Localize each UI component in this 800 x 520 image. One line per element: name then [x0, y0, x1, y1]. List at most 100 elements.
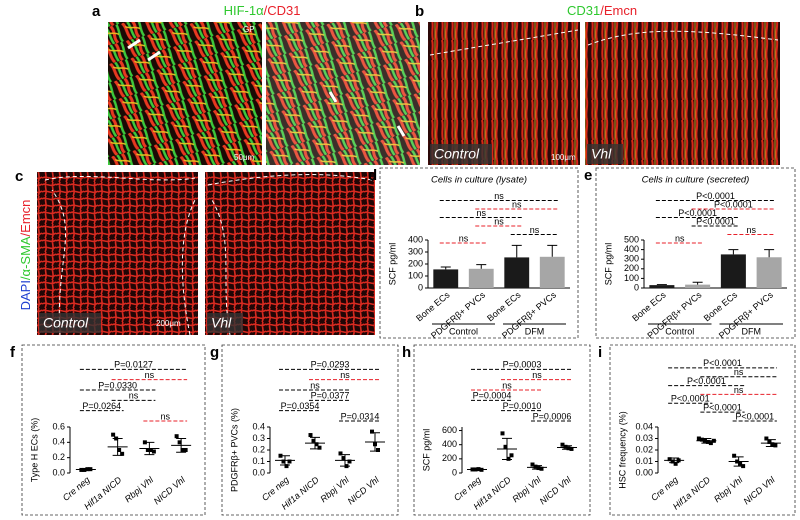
y-tick-label: 200 [442, 453, 457, 463]
comparison-label: ns [512, 199, 522, 209]
error-bar [476, 264, 487, 269]
growth-plate-line [429, 29, 779, 56]
bar [649, 285, 675, 288]
y-tick-label: 0.04 [635, 421, 653, 431]
comparison-label: P<0.0001 [671, 394, 710, 404]
data-point [311, 438, 316, 443]
comparison-label: P=0.0006 [533, 411, 572, 421]
sd-bar [144, 441, 155, 456]
title-part: /CD31 [264, 3, 301, 18]
data-point [770, 442, 775, 447]
sd-bar [176, 438, 187, 453]
error-bar [692, 281, 703, 285]
comparison-label: ns [145, 370, 155, 380]
comparison-label: ns [675, 233, 685, 243]
error-bar [511, 244, 522, 258]
comparison-label: ns [494, 216, 504, 226]
data-point [560, 442, 565, 447]
data-point [341, 456, 346, 461]
image-label: Control [43, 315, 89, 331]
comparison-label: P<0.0001 [703, 358, 742, 368]
y-tick-label: 0.0 [252, 467, 265, 477]
comparison-label: P=0.0377 [311, 391, 350, 401]
data-point [370, 429, 374, 434]
image-label: GP [243, 25, 255, 34]
y-tick-label: 200 [408, 258, 423, 268]
x-tick-label: NICD Vhl [152, 474, 188, 506]
y-tick-label: 0.6 [52, 421, 65, 431]
y-tick-label: 0.1 [252, 456, 265, 466]
comparison-label: P=0.0004 [473, 391, 512, 401]
comparison-label: P<0.0001 [703, 403, 742, 413]
data-point [536, 466, 541, 471]
data-point [308, 433, 313, 438]
panel-box [595, 167, 796, 339]
y-axis-label: SCF pg/ml [387, 243, 397, 286]
data-point [145, 448, 150, 452]
sd-bar [340, 454, 350, 467]
y-tick-label: 100 [624, 273, 639, 283]
comparison-label: P<0.0001 [735, 411, 774, 421]
y-tick-label: 400 [442, 439, 457, 449]
bar [539, 256, 565, 288]
label-bg [39, 313, 101, 333]
x-tick-label: NICD Vhl [742, 474, 778, 506]
sd-bar [733, 456, 744, 467]
bar [504, 257, 530, 288]
comparison-label: ns [310, 380, 320, 390]
panel-letter: c [15, 168, 23, 185]
error-bar [440, 266, 451, 270]
group-label: Control [449, 326, 478, 336]
data-point [338, 451, 343, 456]
comparison-label: P<0.0001 [678, 208, 717, 218]
data-point [699, 437, 704, 442]
y-tick-label: 0.4 [52, 437, 65, 447]
bar [720, 254, 746, 288]
error-bar [764, 249, 775, 258]
data-point [500, 431, 505, 436]
data-point [563, 444, 568, 449]
y-tick-label: 0.02 [635, 444, 653, 454]
comparison-label: ns [734, 385, 744, 395]
y-tick-label: 0.0 [52, 467, 65, 477]
sd-bar [562, 445, 572, 450]
panel-letter: d [368, 167, 377, 184]
sd-bar [370, 432, 380, 452]
x-tick-label: NICD Vhl [346, 474, 382, 506]
y-axis-label: SCF pg/ml [421, 429, 431, 472]
label-bg [430, 144, 492, 164]
panel-title: CD31/Emcn [567, 3, 637, 18]
micrograph [37, 172, 198, 335]
panel-box [379, 167, 579, 339]
image-label: Vhl [591, 146, 612, 162]
bar [433, 269, 459, 288]
bar [756, 257, 782, 288]
sd-bar [472, 468, 482, 471]
sd-bar [502, 437, 512, 461]
group-label: DFM [742, 326, 762, 336]
comparison-label: P<0.0001 [696, 216, 735, 226]
y-axis-label: SCF pg/ml [603, 243, 613, 286]
comparison-label: ns [476, 208, 486, 218]
comparison-label: P=0.0330 [98, 380, 137, 390]
data-point [764, 436, 769, 441]
comparison-label: ns [459, 233, 469, 243]
image-label: Control [434, 146, 480, 162]
comparison-label: P=0.0010 [503, 401, 542, 411]
data-point [314, 442, 319, 447]
x-tick-label: Rbpj Vhl [123, 474, 156, 504]
panel-letter: h [402, 344, 411, 361]
sd-bar [669, 457, 680, 464]
arrows [127, 38, 406, 137]
title-part: HIF-1α [224, 3, 265, 18]
sd-bar [765, 439, 776, 448]
sd-bar [112, 438, 123, 456]
label-bg [207, 313, 243, 333]
panel-letter: a [92, 3, 101, 20]
comparison-label: ns [160, 411, 170, 421]
panel-letter: e [584, 167, 592, 184]
comparison-label: ns [340, 370, 350, 380]
panel-letter: g [210, 344, 219, 361]
comparison-label: P=0.0314 [341, 411, 380, 421]
chart-title: Cells in culture (secreted) [642, 175, 750, 186]
